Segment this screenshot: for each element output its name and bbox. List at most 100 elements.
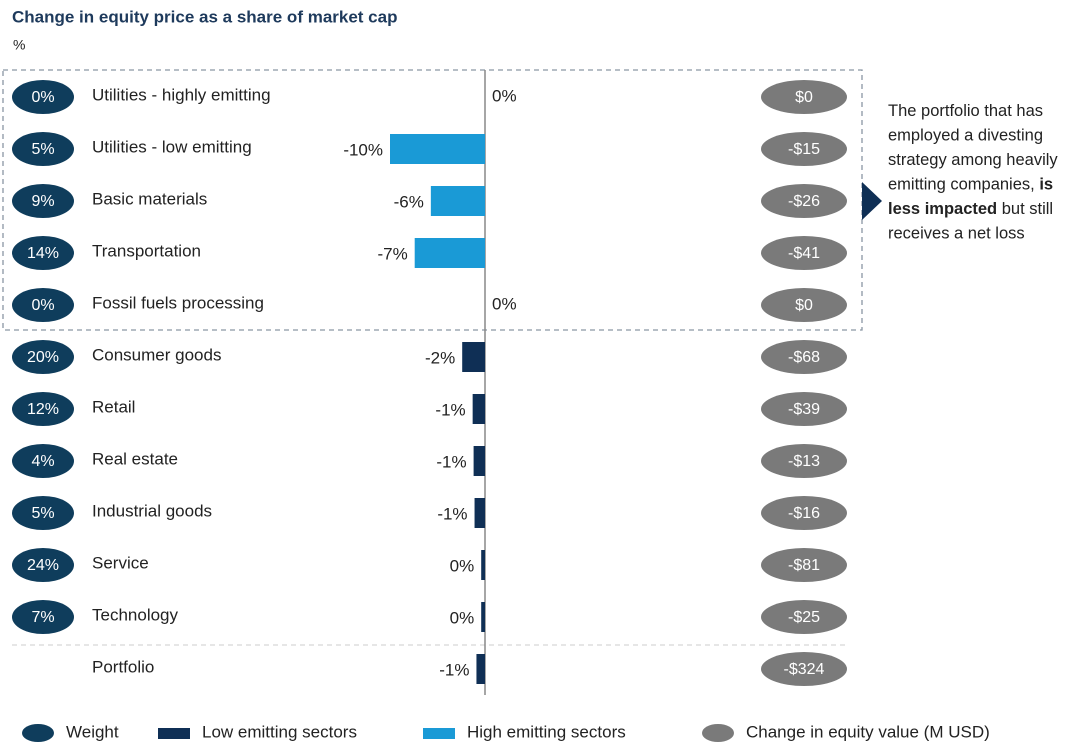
weight-pill [12, 80, 74, 114]
weight-pill [12, 184, 74, 218]
equity-pill [761, 80, 847, 114]
equity-label: -$81 [788, 557, 820, 574]
value-label: -1% [436, 452, 466, 471]
equity-pill [761, 184, 847, 218]
annotation-text: employed a divesting [888, 127, 1043, 145]
value-label: 0% [492, 86, 517, 105]
weight-pill [12, 236, 74, 270]
annotation-line: employed a divesting [888, 127, 1043, 145]
value-label: 0% [450, 556, 475, 575]
category-label: Industrial goods [92, 501, 212, 520]
equity-label: $0 [795, 89, 813, 106]
weight-pill [12, 496, 74, 530]
equity-pill [761, 652, 847, 686]
weight-label: 4% [31, 453, 54, 470]
chart-subtitle: % [13, 37, 25, 53]
weight-pill [12, 288, 74, 322]
category-label: Portfolio [92, 657, 154, 676]
equity-label: $0 [795, 297, 813, 314]
legend-swatch [158, 728, 190, 739]
equity-label: -$26 [788, 193, 820, 210]
weight-pill [12, 392, 74, 426]
category-label: Real estate [92, 449, 178, 468]
annotation-text: but still [997, 200, 1053, 218]
annotation-text: less impacted [888, 200, 997, 218]
value-label: -10% [343, 140, 383, 159]
equity-pill [761, 548, 847, 582]
annotation-text: strategy among heavily [888, 151, 1058, 169]
annotation-line: strategy among heavily [888, 151, 1058, 169]
equity-label: -$25 [788, 609, 820, 626]
weight-pill [12, 600, 74, 634]
equity-label: -$68 [788, 349, 820, 366]
bar [476, 654, 485, 684]
equity-pill [761, 132, 847, 166]
weight-pill [12, 340, 74, 374]
weight-label: 7% [31, 609, 54, 626]
weight-pill [12, 444, 74, 478]
weight-label: 0% [31, 89, 54, 106]
bar [472, 394, 485, 424]
annotation-text: is [1039, 176, 1053, 194]
category-label: Consumer goods [92, 345, 221, 364]
equity-label: -$39 [788, 401, 820, 418]
value-label: 0% [492, 294, 517, 313]
bar [430, 186, 485, 216]
equity-pill [761, 236, 847, 270]
annotation-line: less impacted but still [888, 200, 1053, 218]
weight-label: 20% [27, 349, 59, 366]
category-label: Utilities - highly emitting [92, 85, 271, 104]
category-label: Service [92, 553, 149, 572]
weight-label: 5% [31, 141, 54, 158]
equity-pill [761, 340, 847, 374]
weight-pill [12, 548, 74, 582]
bar [390, 134, 485, 164]
weight-label: 5% [31, 505, 54, 522]
bar [473, 446, 485, 476]
annotation-text: emitting companies, [888, 176, 1039, 194]
value-label: -7% [377, 244, 407, 263]
equity-pill [761, 444, 847, 478]
legend-label: Weight [66, 722, 119, 741]
value-label: -1% [435, 400, 465, 419]
legend-label: High emitting sectors [467, 722, 626, 741]
pointer [862, 182, 882, 220]
annotation-line: emitting companies, is [888, 176, 1053, 194]
category-label: Transportation [92, 241, 201, 260]
legend-swatch [702, 724, 734, 742]
weight-label: 24% [27, 557, 59, 574]
weight-label: 12% [27, 401, 59, 418]
equity-pill [761, 496, 847, 530]
annotation-text: The portfolio that has [888, 102, 1043, 120]
weight-label: 9% [31, 193, 54, 210]
equity-label: -$324 [784, 661, 825, 678]
equity-label: -$16 [788, 505, 820, 522]
weight-label: 14% [27, 245, 59, 262]
value-label: -2% [425, 348, 455, 367]
bar [481, 550, 485, 580]
annotation-line: The portfolio that has [888, 102, 1043, 120]
annotation-text: receives a net loss [888, 225, 1025, 243]
category-label: Utilities - low emitting [92, 137, 252, 156]
category-label: Retail [92, 397, 135, 416]
category-label: Technology [92, 605, 179, 624]
legend-swatch [22, 724, 54, 742]
bar [481, 602, 485, 632]
value-label: -6% [394, 192, 424, 211]
bar [474, 498, 485, 528]
equity-label: -$13 [788, 453, 820, 470]
equity-pill [761, 288, 847, 322]
value-label: -1% [439, 660, 469, 679]
legend-swatch [423, 728, 455, 739]
equity-label: -$15 [788, 141, 820, 158]
annotation-line: receives a net loss [888, 225, 1025, 243]
legend-label: Change in equity value (M USD) [746, 722, 990, 741]
value-label: -1% [437, 504, 467, 523]
equity-pill [761, 600, 847, 634]
weight-pill [12, 132, 74, 166]
equity-pill [761, 392, 847, 426]
category-label: Fossil fuels processing [92, 293, 264, 312]
value-label: 0% [450, 608, 475, 627]
bar [462, 342, 485, 372]
